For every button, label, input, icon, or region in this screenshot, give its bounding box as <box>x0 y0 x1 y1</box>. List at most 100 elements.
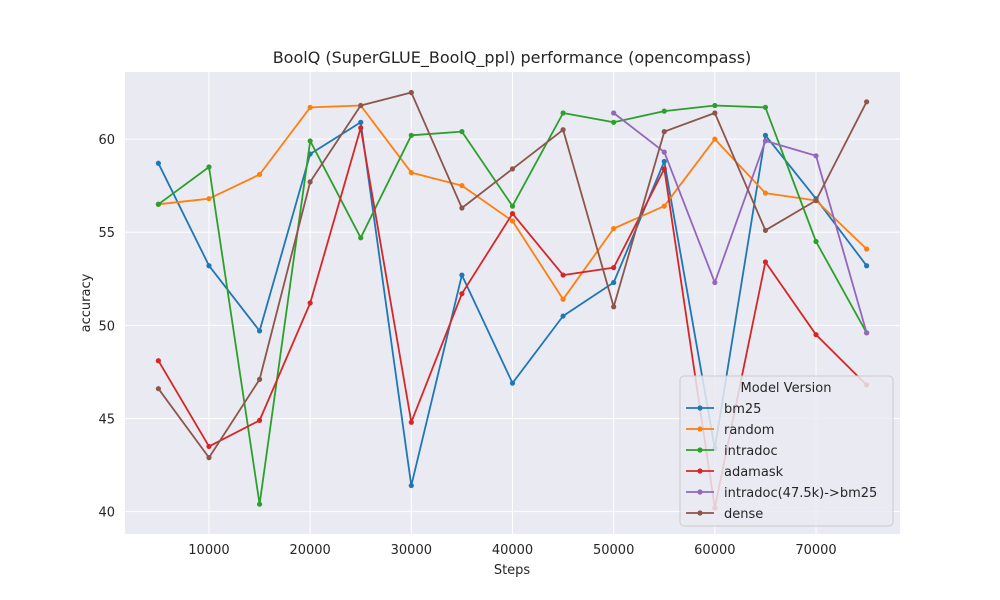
data-point-dense <box>307 179 313 185</box>
chart-title: BoolQ (SuperGLUE_BoolQ_ppl) performance … <box>273 48 752 68</box>
series-layer <box>155 89 870 511</box>
data-point-adamask <box>256 417 263 423</box>
x-axis-label: Steps <box>494 563 531 578</box>
x-tick-label: 70000 <box>795 543 836 558</box>
legend-item-random: random <box>686 423 774 438</box>
legend-marker <box>697 426 703 432</box>
data-point-intradoc-47-5k-bm25 <box>762 138 769 144</box>
data-point-adamask <box>206 443 212 450</box>
data-point-intradoc-47-5k-bm25 <box>611 110 617 116</box>
data-point-bm25 <box>256 328 263 334</box>
tick-labels: 10000 20000 30000 40000 50000 60000 70000 40 45 5… <box>98 133 836 558</box>
legend-label: dense <box>724 507 763 522</box>
data-point-adamask <box>509 210 516 217</box>
data-point-random <box>256 171 263 178</box>
data-point-adamask <box>661 166 667 172</box>
legend-items: bm25 random intradoc adamask intradoc(47.5k)… <box>686 402 877 522</box>
data-point-intradoc <box>509 203 516 209</box>
data-point-random <box>712 136 718 142</box>
legend-marker <box>697 489 703 495</box>
data-point-intradoc <box>206 164 212 170</box>
legend-item-bm25: bm25 <box>686 402 761 417</box>
data-point-random <box>661 203 667 209</box>
x-tick-label: 10000 <box>188 543 229 558</box>
data-point-bm25 <box>661 158 667 165</box>
legend-marker <box>697 447 703 453</box>
data-point-adamask <box>155 358 161 364</box>
legend-marker <box>697 510 703 516</box>
data-point-dense <box>611 304 617 310</box>
legend-box <box>679 375 894 527</box>
legend-item-intradoc-47-5k-bm25: intradoc(47.5k)->bm25 <box>686 486 877 501</box>
data-point-intradoc <box>661 108 667 114</box>
data-point-adamask <box>813 332 819 338</box>
data-point-intradoc <box>155 201 161 207</box>
data-point-dense <box>459 205 465 211</box>
data-point-random <box>459 183 465 189</box>
data-point-bm25 <box>762 132 769 138</box>
data-point-intradoc <box>611 119 617 125</box>
data-point-random <box>307 104 313 110</box>
legend-item-adamask: adamask <box>686 465 784 480</box>
data-point-bm25 <box>864 263 870 269</box>
data-point-random <box>560 296 566 302</box>
data-point-bm25 <box>206 263 212 269</box>
data-point-intradoc <box>307 138 313 144</box>
data-point-intradoc-47-5k-bm25 <box>813 153 819 159</box>
y-axis-label: accuracy <box>79 273 94 332</box>
x-tick-label: 30000 <box>391 543 432 558</box>
data-point-adamask <box>307 300 313 306</box>
data-point-random <box>864 246 870 252</box>
data-point-random <box>206 196 212 202</box>
x-tick-label: 40000 <box>492 543 533 558</box>
legend-label: intradoc <box>724 444 778 459</box>
legend-marker <box>697 405 703 411</box>
data-point-intradoc <box>762 104 769 110</box>
data-point-dense <box>155 386 161 392</box>
x-tick-label: 50000 <box>593 543 634 558</box>
y-tick-label: 60 <box>98 133 115 148</box>
legend-label: bm25 <box>724 402 761 417</box>
legend-label: intradoc(47.5k)->bm25 <box>724 486 877 501</box>
data-point-dense <box>256 376 263 382</box>
data-point-adamask <box>358 125 364 131</box>
legend-title: Model Version <box>741 381 832 396</box>
data-point-intradoc <box>408 132 414 138</box>
data-point-bm25 <box>408 482 414 489</box>
y-tick-label: 40 <box>98 506 115 521</box>
data-point-dense <box>813 197 819 204</box>
data-point-adamask <box>459 291 465 297</box>
x-tick-label: 60000 <box>694 543 735 558</box>
data-point-dense <box>358 102 364 109</box>
data-point-intradoc <box>560 110 566 116</box>
data-point-dense <box>408 89 414 96</box>
legend-label: random <box>724 423 774 438</box>
data-point-random <box>509 218 516 224</box>
data-point-adamask <box>560 272 566 278</box>
data-point-bm25 <box>509 380 516 386</box>
data-point-bm25 <box>459 272 465 278</box>
data-point-bm25 <box>560 313 566 319</box>
legend-label: adamask <box>724 465 784 480</box>
data-point-dense <box>712 110 718 116</box>
legend-marker <box>697 468 703 474</box>
data-point-intradoc <box>712 102 718 109</box>
data-point-dense <box>864 99 870 105</box>
series-dense <box>155 89 870 461</box>
data-point-intradoc-47-5k-bm25 <box>864 330 870 336</box>
data-point-intradoc-47-5k-bm25 <box>712 279 718 286</box>
data-point-intradoc <box>358 235 364 241</box>
data-point-random <box>611 225 617 232</box>
series-adamask <box>155 125 870 511</box>
data-point-adamask <box>762 259 769 265</box>
legend-item-intradoc: intradoc <box>686 444 778 459</box>
y-tick-label: 45 <box>98 413 115 428</box>
data-point-intradoc-47-5k-bm25 <box>661 149 667 155</box>
legend: Model Version bm25 random intradoc adamask i… <box>679 375 894 527</box>
x-tick-label: 20000 <box>289 543 330 558</box>
legend-item-dense: dense <box>686 507 763 522</box>
series-random <box>155 102 870 302</box>
y-tick-label: 50 <box>98 319 115 334</box>
y-tick-label: 55 <box>98 226 115 241</box>
